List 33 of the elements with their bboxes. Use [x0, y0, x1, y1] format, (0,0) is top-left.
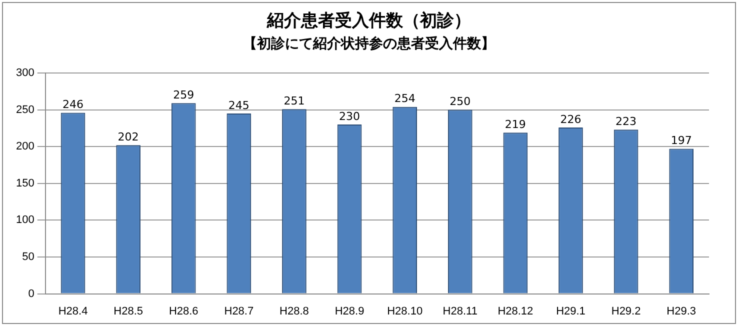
y-tick-label: 200: [16, 140, 34, 153]
x-tick-label: H29.3: [666, 305, 696, 318]
x-tick-label: H28.7: [224, 305, 254, 318]
data-label: 197: [670, 134, 692, 148]
x-tick-label: H29.1: [556, 305, 586, 318]
data-label: 259: [173, 88, 194, 102]
y-tick-label: 0: [28, 288, 34, 300]
y-tick-label: 50: [22, 251, 34, 264]
y-tick-label: 300: [16, 67, 34, 80]
x-tick-label: H28.10: [387, 305, 423, 318]
chart-subtitle: 【初診にて紹介状持参の患者受入件数】: [242, 35, 496, 53]
data-label: 223: [616, 115, 637, 128]
x-tick-label: H28.11: [442, 305, 478, 318]
y-tick-label: 150: [16, 177, 34, 190]
x-tick-label: H28.9: [334, 305, 364, 318]
x-tick-label: H28.5: [114, 305, 143, 318]
x-tick-label: H28.6: [168, 305, 198, 318]
data-label: 250: [450, 95, 471, 108]
data-label: 226: [560, 112, 582, 126]
data-label: 219: [504, 118, 526, 131]
x-tick-label: H28.8: [280, 305, 309, 318]
x-tick-label: H28.4: [58, 305, 88, 318]
x-tick-label: H29.2: [611, 305, 641, 318]
y-tick-label: 250: [16, 104, 34, 116]
data-label: 202: [118, 130, 139, 144]
data-label: 251: [284, 94, 305, 108]
y-tick-label: 100: [16, 214, 34, 226]
chart-title: 紹介患者受入件数（初診）: [266, 10, 472, 32]
x-tick-label: H28.12: [498, 305, 534, 318]
data-label: 245: [228, 98, 250, 112]
data-label: 254: [394, 92, 416, 106]
data-label: 230: [339, 110, 360, 123]
data-label: 246: [62, 98, 84, 112]
